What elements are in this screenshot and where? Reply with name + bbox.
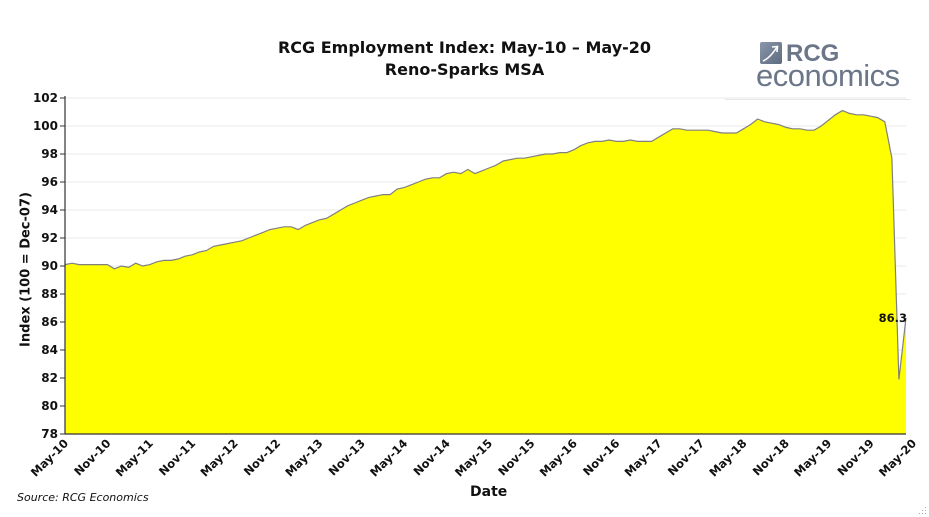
y-axis-label: Index (100 = Dec-07) xyxy=(18,192,34,347)
x-tick-label: May-11 xyxy=(113,436,156,479)
x-tick-label: Nov-12 xyxy=(241,436,283,478)
y-tick-label: 78 xyxy=(41,427,58,441)
y-tick-label: 82 xyxy=(41,371,58,385)
resize-grip-icon[interactable] xyxy=(919,507,927,515)
x-tick-label: Nov-14 xyxy=(410,436,452,478)
x-tick-label: May-20 xyxy=(876,436,919,479)
x-tick-label: Nov-16 xyxy=(580,436,622,478)
source-note: Source: RCG Economics xyxy=(17,491,149,504)
y-tick-label: 100 xyxy=(33,119,58,133)
x-tick-label: Nov-17 xyxy=(665,436,707,478)
x-tick-label: Nov-18 xyxy=(750,436,792,478)
arrow-logo-icon xyxy=(760,42,782,64)
chart-subtitle: Reno-Sparks MSA xyxy=(384,60,545,79)
x-tick-label: Nov-13 xyxy=(326,436,368,478)
x-tick-label: May-14 xyxy=(367,436,410,479)
y-tick-label: 80 xyxy=(41,399,58,413)
x-axis-label: Date xyxy=(470,484,508,500)
x-tick-label: May-12 xyxy=(198,436,241,479)
logo-brand: RCG xyxy=(786,40,840,67)
data-label: 86.3 xyxy=(879,311,907,325)
y-tick-label: 88 xyxy=(41,287,58,301)
y-tick-label: 94 xyxy=(41,203,58,217)
rcg-economics-logo: RCG economics xyxy=(756,40,900,93)
x-tick-label: Nov-19 xyxy=(834,436,876,478)
divider xyxy=(725,99,910,100)
x-tick-label: May-18 xyxy=(706,436,749,479)
x-tick-label: May-16 xyxy=(537,436,580,479)
x-tick-label: May-19 xyxy=(791,436,834,479)
y-tick-label: 102 xyxy=(33,91,58,105)
x-tick-label: May-17 xyxy=(622,436,665,479)
x-tick-label: May-13 xyxy=(282,436,325,479)
area-fill xyxy=(65,110,906,434)
series-line xyxy=(64,109,907,380)
chart-title: RCG Employment Index: May-10 – May-20 xyxy=(277,38,652,57)
logo-word: economics xyxy=(756,58,900,93)
y-tick-label: 86 xyxy=(41,315,58,329)
y-tick-label: 96 xyxy=(41,175,58,189)
y-tick-label: 92 xyxy=(41,231,58,245)
x-tick-label: Nov-11 xyxy=(156,436,198,478)
x-tick-label: Nov-10 xyxy=(71,436,113,478)
x-tick-label: May-15 xyxy=(452,436,495,479)
x-tick-label: Nov-15 xyxy=(495,436,537,478)
y-tick-label: 84 xyxy=(41,343,58,357)
x-tick-label: May-10 xyxy=(28,436,71,479)
y-tick-label: 90 xyxy=(41,259,58,273)
y-tick-label: 98 xyxy=(41,147,58,161)
